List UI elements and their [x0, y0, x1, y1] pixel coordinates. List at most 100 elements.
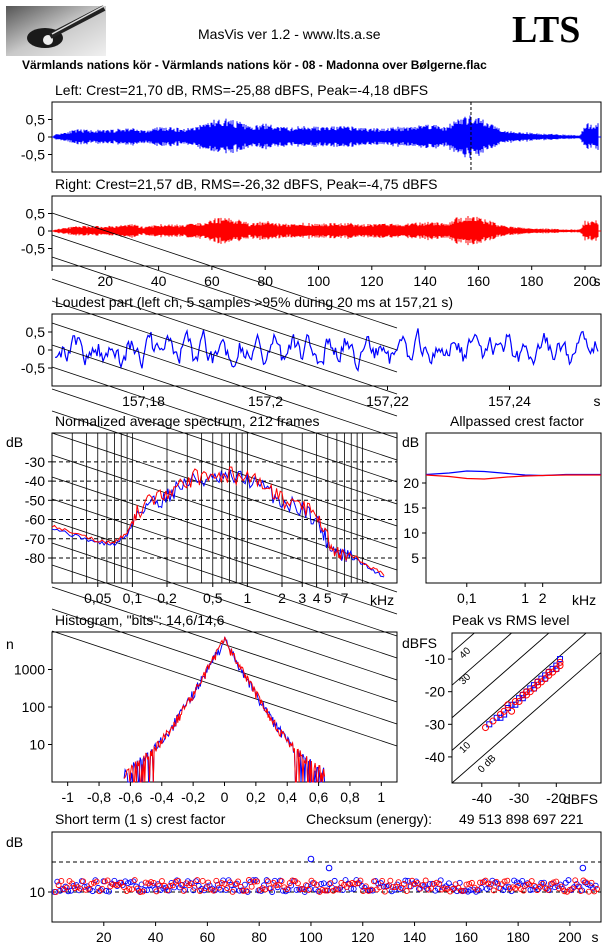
x-tick-label: 60 [200, 929, 216, 945]
short-crest-point [104, 877, 111, 884]
x-tick-label: 40 [148, 929, 164, 945]
short-crest-point [67, 887, 74, 894]
y-tick-label: 0 [37, 342, 45, 358]
short-crest-point [88, 881, 95, 887]
short-crest-point [150, 880, 157, 886]
x-tick-label: 20 [98, 273, 114, 289]
short-crest-point [144, 887, 150, 894]
short-crest-point [210, 887, 217, 894]
short-crest-point [101, 878, 108, 885]
x-tick-label: -0,4 [150, 789, 174, 805]
short-crest-point [387, 877, 394, 884]
x-tick-label: 120 [360, 273, 384, 289]
short-crest-point [248, 883, 255, 890]
short-crest-point [258, 887, 265, 894]
spectrum-xunit: kHz [370, 592, 395, 608]
x-tick-label: 0,2 [157, 590, 177, 606]
short-crest-point [197, 888, 203, 894]
spectrum-ylabel: dB [6, 434, 24, 450]
short-crest-point [191, 884, 198, 891]
short-crest-point [381, 888, 388, 895]
short-crest-point [380, 883, 387, 890]
crest-line-label: 30 [458, 671, 474, 687]
spectrum-slope-line [51, 542, 398, 659]
short-crest-point [110, 881, 116, 888]
y-tick-label: 0,5 [26, 112, 46, 128]
short-crest-point [194, 877, 201, 884]
short-crest-point [77, 885, 84, 892]
crest-line-label: 40 [458, 645, 474, 661]
x-tick-label: 200 [558, 929, 582, 945]
spectrum-slope-line [51, 630, 398, 747]
spectrum-series-blue [51, 468, 385, 578]
short-crest-point [424, 885, 431, 892]
short-crest-point [371, 878, 377, 885]
x-tick-label: 5 [324, 590, 332, 606]
peak-rms-point [545, 668, 553, 676]
x-tick-label: 4 [313, 590, 321, 606]
y-tick-label: -60 [25, 512, 45, 528]
x-tick-label: 100 [307, 273, 331, 289]
peak-rms-frame [451, 632, 602, 784]
peak-rms-point [530, 685, 537, 692]
short-crest-point [250, 877, 257, 884]
short-crest-point [80, 878, 87, 885]
short-crest-point [362, 883, 369, 890]
spectrum-slope-line [51, 366, 398, 483]
y-tick-label: -80 [25, 550, 45, 566]
short-crest-point [520, 887, 527, 894]
short-crest-point [428, 885, 435, 892]
peak-rms-point [482, 724, 490, 732]
short-crest-point [458, 887, 464, 894]
short-crest-point [205, 879, 212, 886]
y-tick-label: 15 [403, 500, 419, 516]
short-crest-point [539, 881, 546, 887]
short-crest-point [487, 881, 494, 888]
y-tick-label: 5 [411, 550, 419, 566]
x-tick-label: 100 [299, 929, 323, 945]
peak-rms-point [493, 714, 500, 721]
short-crest-point [251, 878, 258, 885]
app-title: MasVis ver 1.2 - www.lts.a.se [198, 26, 381, 42]
peak-rms-point [515, 697, 523, 705]
short-crest-point [501, 878, 508, 885]
short-crest-point [569, 885, 576, 892]
short-crest-point [503, 884, 509, 891]
short-crest-point [313, 882, 320, 888]
x-tick-label: 0 [221, 789, 229, 805]
spectrum-slope-line [51, 410, 398, 527]
x-tick-label: 2 [278, 590, 286, 606]
short-crest-point [235, 878, 242, 885]
x-tick-label: 200 [573, 273, 597, 289]
y-tick-label: 10 [403, 525, 419, 541]
short-crest-point [285, 887, 292, 893]
peak-rms-point [534, 678, 542, 686]
x-tick-label: 0,1 [457, 590, 477, 606]
short-crest-point [85, 885, 92, 892]
short-crest-point [293, 886, 300, 893]
spectrum-frame [51, 432, 398, 584]
peak-rms-ylabel: dBFS [402, 635, 438, 651]
spectrum-slope-line [51, 564, 398, 681]
short-crest-point [318, 881, 325, 887]
short-crest-point [120, 884, 127, 890]
y-tick-label: -0,5 [21, 241, 45, 257]
crest-line-label: 0 dB [476, 753, 499, 776]
short-crest-point [58, 878, 65, 884]
short-crest-point [558, 883, 565, 890]
short-crest-point [202, 885, 209, 892]
short-crest-point [54, 878, 61, 885]
short-crest-point [156, 882, 163, 889]
y-tick-label: -40 [25, 473, 45, 489]
y-tick-label: -40 [425, 749, 445, 765]
short-crest-point [129, 886, 135, 893]
short-crest-point [531, 883, 538, 889]
short-crest-point [572, 877, 579, 884]
short-crest-ylabel: dB [6, 834, 24, 850]
short-crest-outlier [579, 864, 587, 872]
short-crest-point [322, 887, 329, 894]
short-crest-point [52, 889, 59, 895]
short-crest-point [553, 878, 560, 885]
short-crest-point [93, 878, 100, 885]
